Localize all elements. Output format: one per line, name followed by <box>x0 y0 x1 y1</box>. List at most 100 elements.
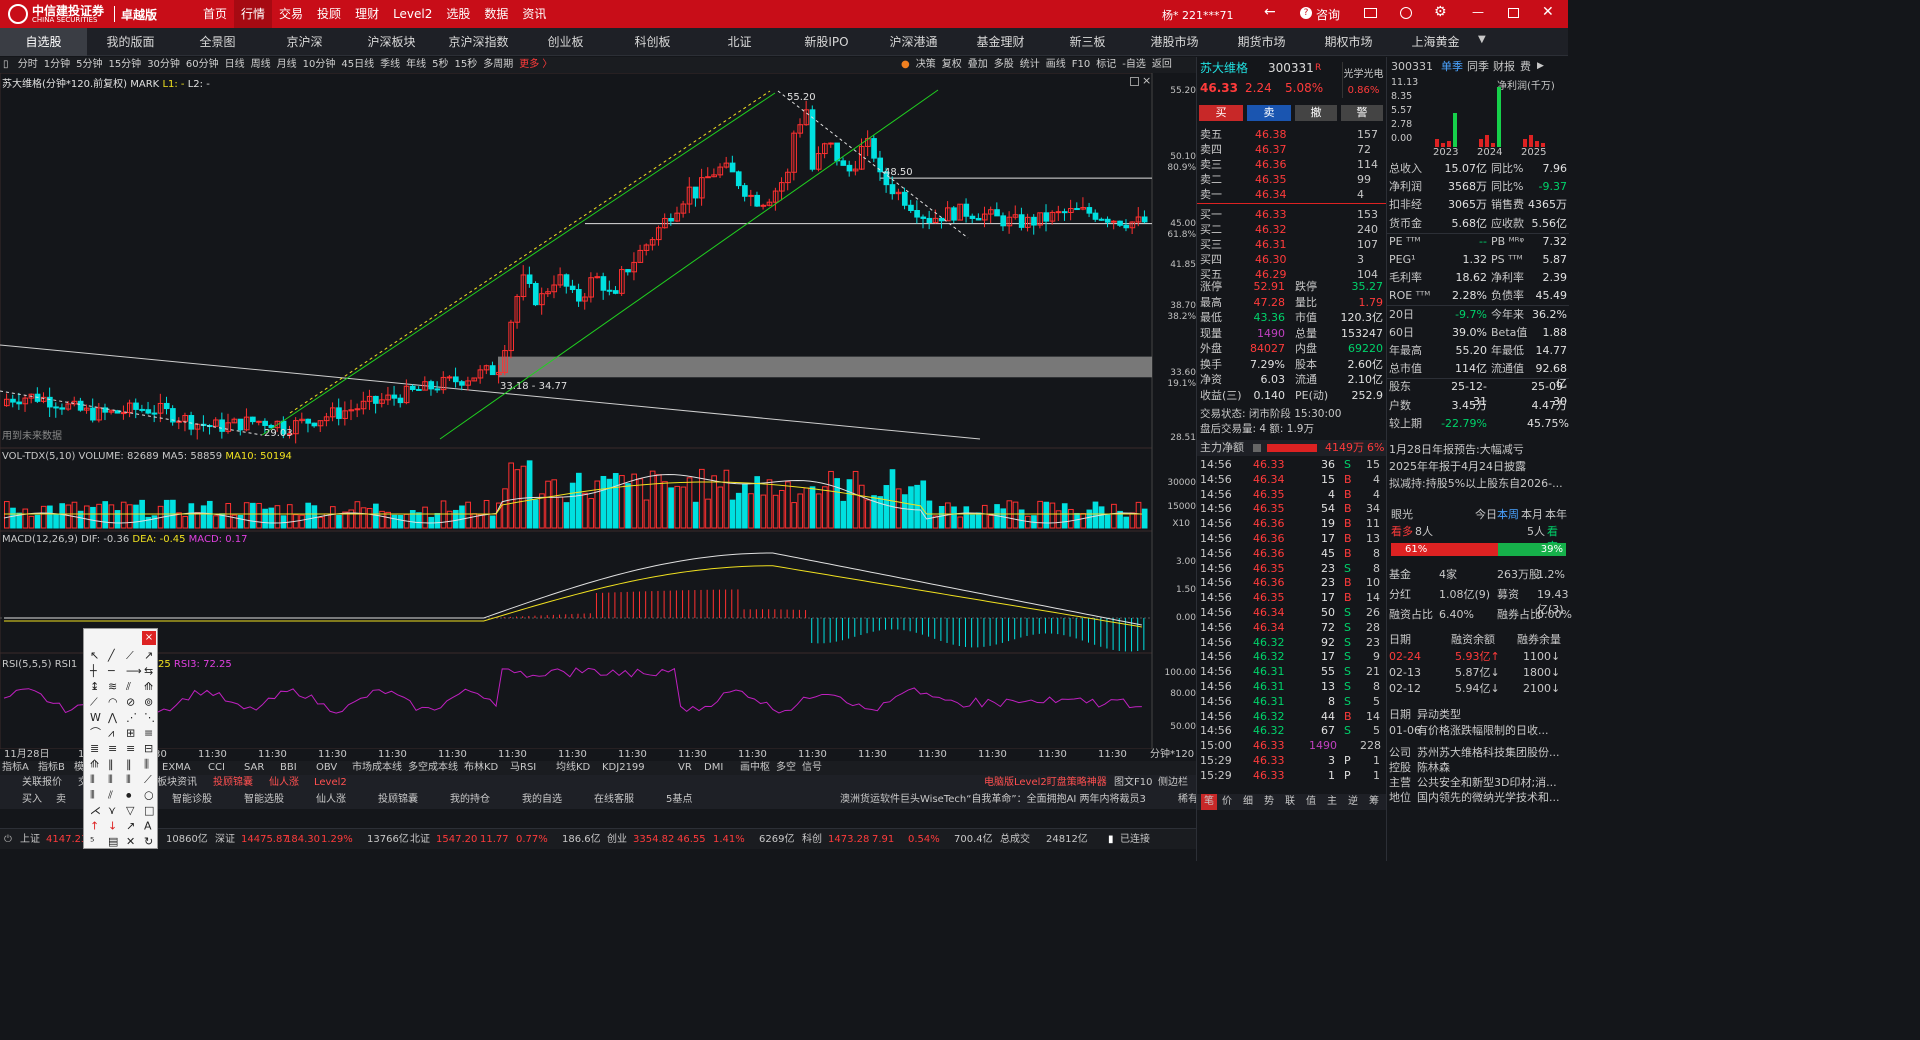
draw-tool-icon[interactable]: ─ <box>107 665 115 678</box>
cancel-order-button[interactable]: 撤 <box>1295 105 1337 121</box>
detail-tab[interactable]: 主 <box>1327 796 1337 807</box>
period-1m[interactable]: 1分钟 <box>43 59 71 70</box>
tool-back[interactable]: 返回 <box>1151 59 1172 70</box>
menu-level2[interactable]: Level2 <box>393 7 433 21</box>
draw-tool-icon[interactable]: ≡ <box>144 727 153 740</box>
index-name[interactable]: 科创 <box>802 834 822 845</box>
draw-tool-icon[interactable]: ≣ <box>90 742 99 755</box>
menu-finance[interactable]: 理财 <box>355 7 380 21</box>
tab-sector[interactable]: 沪深板块 <box>367 35 416 49</box>
indicator-tab[interactable]: 模 <box>74 762 84 773</box>
chart-close-icon[interactable]: × <box>1142 74 1152 87</box>
indicator-tab[interactable]: 市场成本线 <box>352 762 402 773</box>
period-week[interactable]: 周线 <box>250 59 271 70</box>
period-minute[interactable]: 分时 <box>17 59 38 70</box>
index-name[interactable]: 北证 <box>410 834 430 845</box>
draw-tools-close-icon[interactable]: × <box>142 631 156 645</box>
tab-hk[interactable]: 港股市场 <box>1150 35 1199 49</box>
draw-tool-icon[interactable]: ⦀ <box>90 789 95 802</box>
tab-futures[interactable]: 期货市场 <box>1237 35 1286 49</box>
tab-options[interactable]: 期权市场 <box>1324 35 1373 49</box>
indicator-tab[interactable]: CCI <box>208 762 225 773</box>
tab-star[interactable]: 科创板 <box>634 35 671 49</box>
period-day[interactable]: 日线 <box>224 59 245 70</box>
draw-tool-icon[interactable]: ↖ <box>90 649 99 662</box>
draw-tool-icon[interactable]: ⟰ <box>90 758 99 771</box>
menu-advisor[interactable]: 投顾 <box>317 7 342 21</box>
draw-tool-icon[interactable]: ⟰ <box>144 680 153 693</box>
menu-news[interactable]: 资讯 <box>522 7 547 21</box>
sector-box[interactable]: 光学光电 0.86% <box>1342 62 1384 98</box>
draw-tool-icon[interactable]: ⋌ <box>90 804 101 817</box>
draw-tool-icon[interactable]: ⫽ <box>107 789 113 802</box>
period-45d[interactable]: 45日线 <box>341 59 375 70</box>
quick-item[interactable]: 智能选股 <box>244 794 284 805</box>
index-name[interactable]: 深证 <box>215 834 235 845</box>
tool-draw[interactable]: 画线 <box>1045 59 1066 70</box>
f10-graphic-tab[interactable]: 图文F10 <box>1114 777 1153 788</box>
draw-tool-icon[interactable]: ⌒ <box>90 727 101 740</box>
quick-item[interactable]: 智能诊股 <box>172 794 212 805</box>
eye-today[interactable]: 今日 <box>1475 508 1497 521</box>
draw-tool-icon[interactable]: ‖ <box>108 758 114 771</box>
menu-home[interactable]: 首页 <box>203 7 228 21</box>
tool-unwatch[interactable]: -自选 <box>1122 59 1146 70</box>
draw-tool-icon[interactable]: ⦀ <box>90 773 95 786</box>
quick-item[interactable]: 买入 <box>22 794 42 805</box>
draw-tool-icon[interactable]: ⊞ <box>126 727 135 740</box>
draw-tool-icon[interactable]: ⟋ <box>126 649 134 662</box>
quick-item[interactable]: 我的持仓 <box>450 794 490 805</box>
alert-button[interactable]: 警 <box>1341 105 1383 121</box>
detail-tab[interactable]: 势 <box>1264 796 1274 807</box>
draw-tool-icon[interactable]: ⊘ <box>126 696 135 709</box>
consult-button[interactable]: 咨询 <box>1316 8 1341 22</box>
kline-chart-area[interactable]: 苏大维格(分钟*120.前复权) MARK L1: - L2: - × 55.2… <box>0 73 1196 761</box>
detail-tab[interactable]: 联 <box>1285 796 1295 807</box>
indicator-tab[interactable]: EXMA <box>162 762 191 773</box>
tab-my-layout[interactable]: 我的版面 <box>106 35 155 49</box>
detail-tab[interactable]: 逆 <box>1348 796 1358 807</box>
menu-data[interactable]: 数据 <box>484 7 509 21</box>
tool-mark[interactable]: 标记 <box>1096 59 1117 70</box>
draw-tool-icon[interactable]: ⫼ <box>144 758 149 771</box>
theme-icon[interactable] <box>1400 7 1412 19</box>
quick-item[interactable]: 仙人涨 <box>316 794 346 805</box>
draw-tool-icon[interactable]: ◠ <box>108 696 118 709</box>
tab-fund[interactable]: 基金理财 <box>976 35 1025 49</box>
indicator-tab[interactable]: 信号 <box>802 762 822 773</box>
info-tab[interactable]: 板块资讯 <box>157 777 197 788</box>
period-60m[interactable]: 60分钟 <box>185 59 219 70</box>
draw-tool-icon[interactable]: ≡ <box>108 742 117 755</box>
detail-tab[interactable]: 细 <box>1243 796 1253 807</box>
draw-tool-icon[interactable]: ┼ <box>89 664 97 678</box>
draw-tool-icon[interactable]: ⊟ <box>144 742 153 755</box>
period-month[interactable]: 月线 <box>276 59 297 70</box>
draw-tool-icon[interactable]: ▤ <box>108 835 118 848</box>
tab-neeq[interactable]: 新三板 <box>1069 35 1106 49</box>
tab-connect[interactable]: 沪深港通 <box>889 35 938 49</box>
indicator-tab[interactable]: 多空 <box>776 762 796 773</box>
draw-tool-icon[interactable]: ≋ <box>108 680 117 693</box>
tool-overlay[interactable]: 叠加 <box>967 59 988 70</box>
period-15m[interactable]: 15分钟 <box>108 59 142 70</box>
tab-bse[interactable]: 北证 <box>727 35 752 49</box>
notice-list[interactable]: 1月28日年报预告:大幅减亏 2025年年报于4月24日披露 拟减持:持股5%以上股… <box>1387 442 1569 494</box>
tab-watchlist[interactable]: 自选股 <box>0 28 87 56</box>
tool-decision[interactable]: 决策 <box>915 59 936 70</box>
draw-tool-icon[interactable]: ↨ <box>90 680 99 693</box>
power-icon[interactable]: ⏻ <box>4 834 12 845</box>
detail-tab[interactable]: 笔 <box>1201 794 1217 810</box>
draw-tool-icon[interactable]: ⟋ <box>144 773 152 786</box>
draw-tool-icon[interactable]: ⁵ <box>90 835 94 848</box>
draw-tool-icon[interactable]: ⋀ <box>107 711 118 724</box>
settings-gear-icon[interactable]: ⚙ <box>1434 4 1447 20</box>
tool-multi[interactable]: 多股 <box>993 59 1014 70</box>
indicator-tab[interactable]: KDJ2199 <box>602 762 645 773</box>
draw-tool-icon[interactable]: A <box>144 820 152 833</box>
draw-tool-icon[interactable]: ⦀ <box>108 773 113 786</box>
menu-trade[interactable]: 交易 <box>279 7 304 21</box>
indicator-tab[interactable]: 多空成本线 <box>408 762 458 773</box>
draw-tool-icon[interactable]: ⋱ <box>144 711 155 724</box>
layout-icon[interactable]: ▯ <box>3 59 9 70</box>
draw-tool-icon[interactable]: W <box>90 711 101 724</box>
